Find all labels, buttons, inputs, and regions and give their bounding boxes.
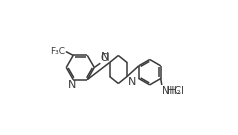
Text: N: N bbox=[100, 52, 109, 62]
Text: N: N bbox=[128, 77, 136, 87]
Text: NH₂: NH₂ bbox=[162, 86, 180, 96]
Text: HCl: HCl bbox=[167, 86, 184, 96]
Text: Cl: Cl bbox=[101, 53, 110, 63]
Text: N: N bbox=[68, 80, 76, 90]
Text: F₃C: F₃C bbox=[50, 47, 65, 56]
